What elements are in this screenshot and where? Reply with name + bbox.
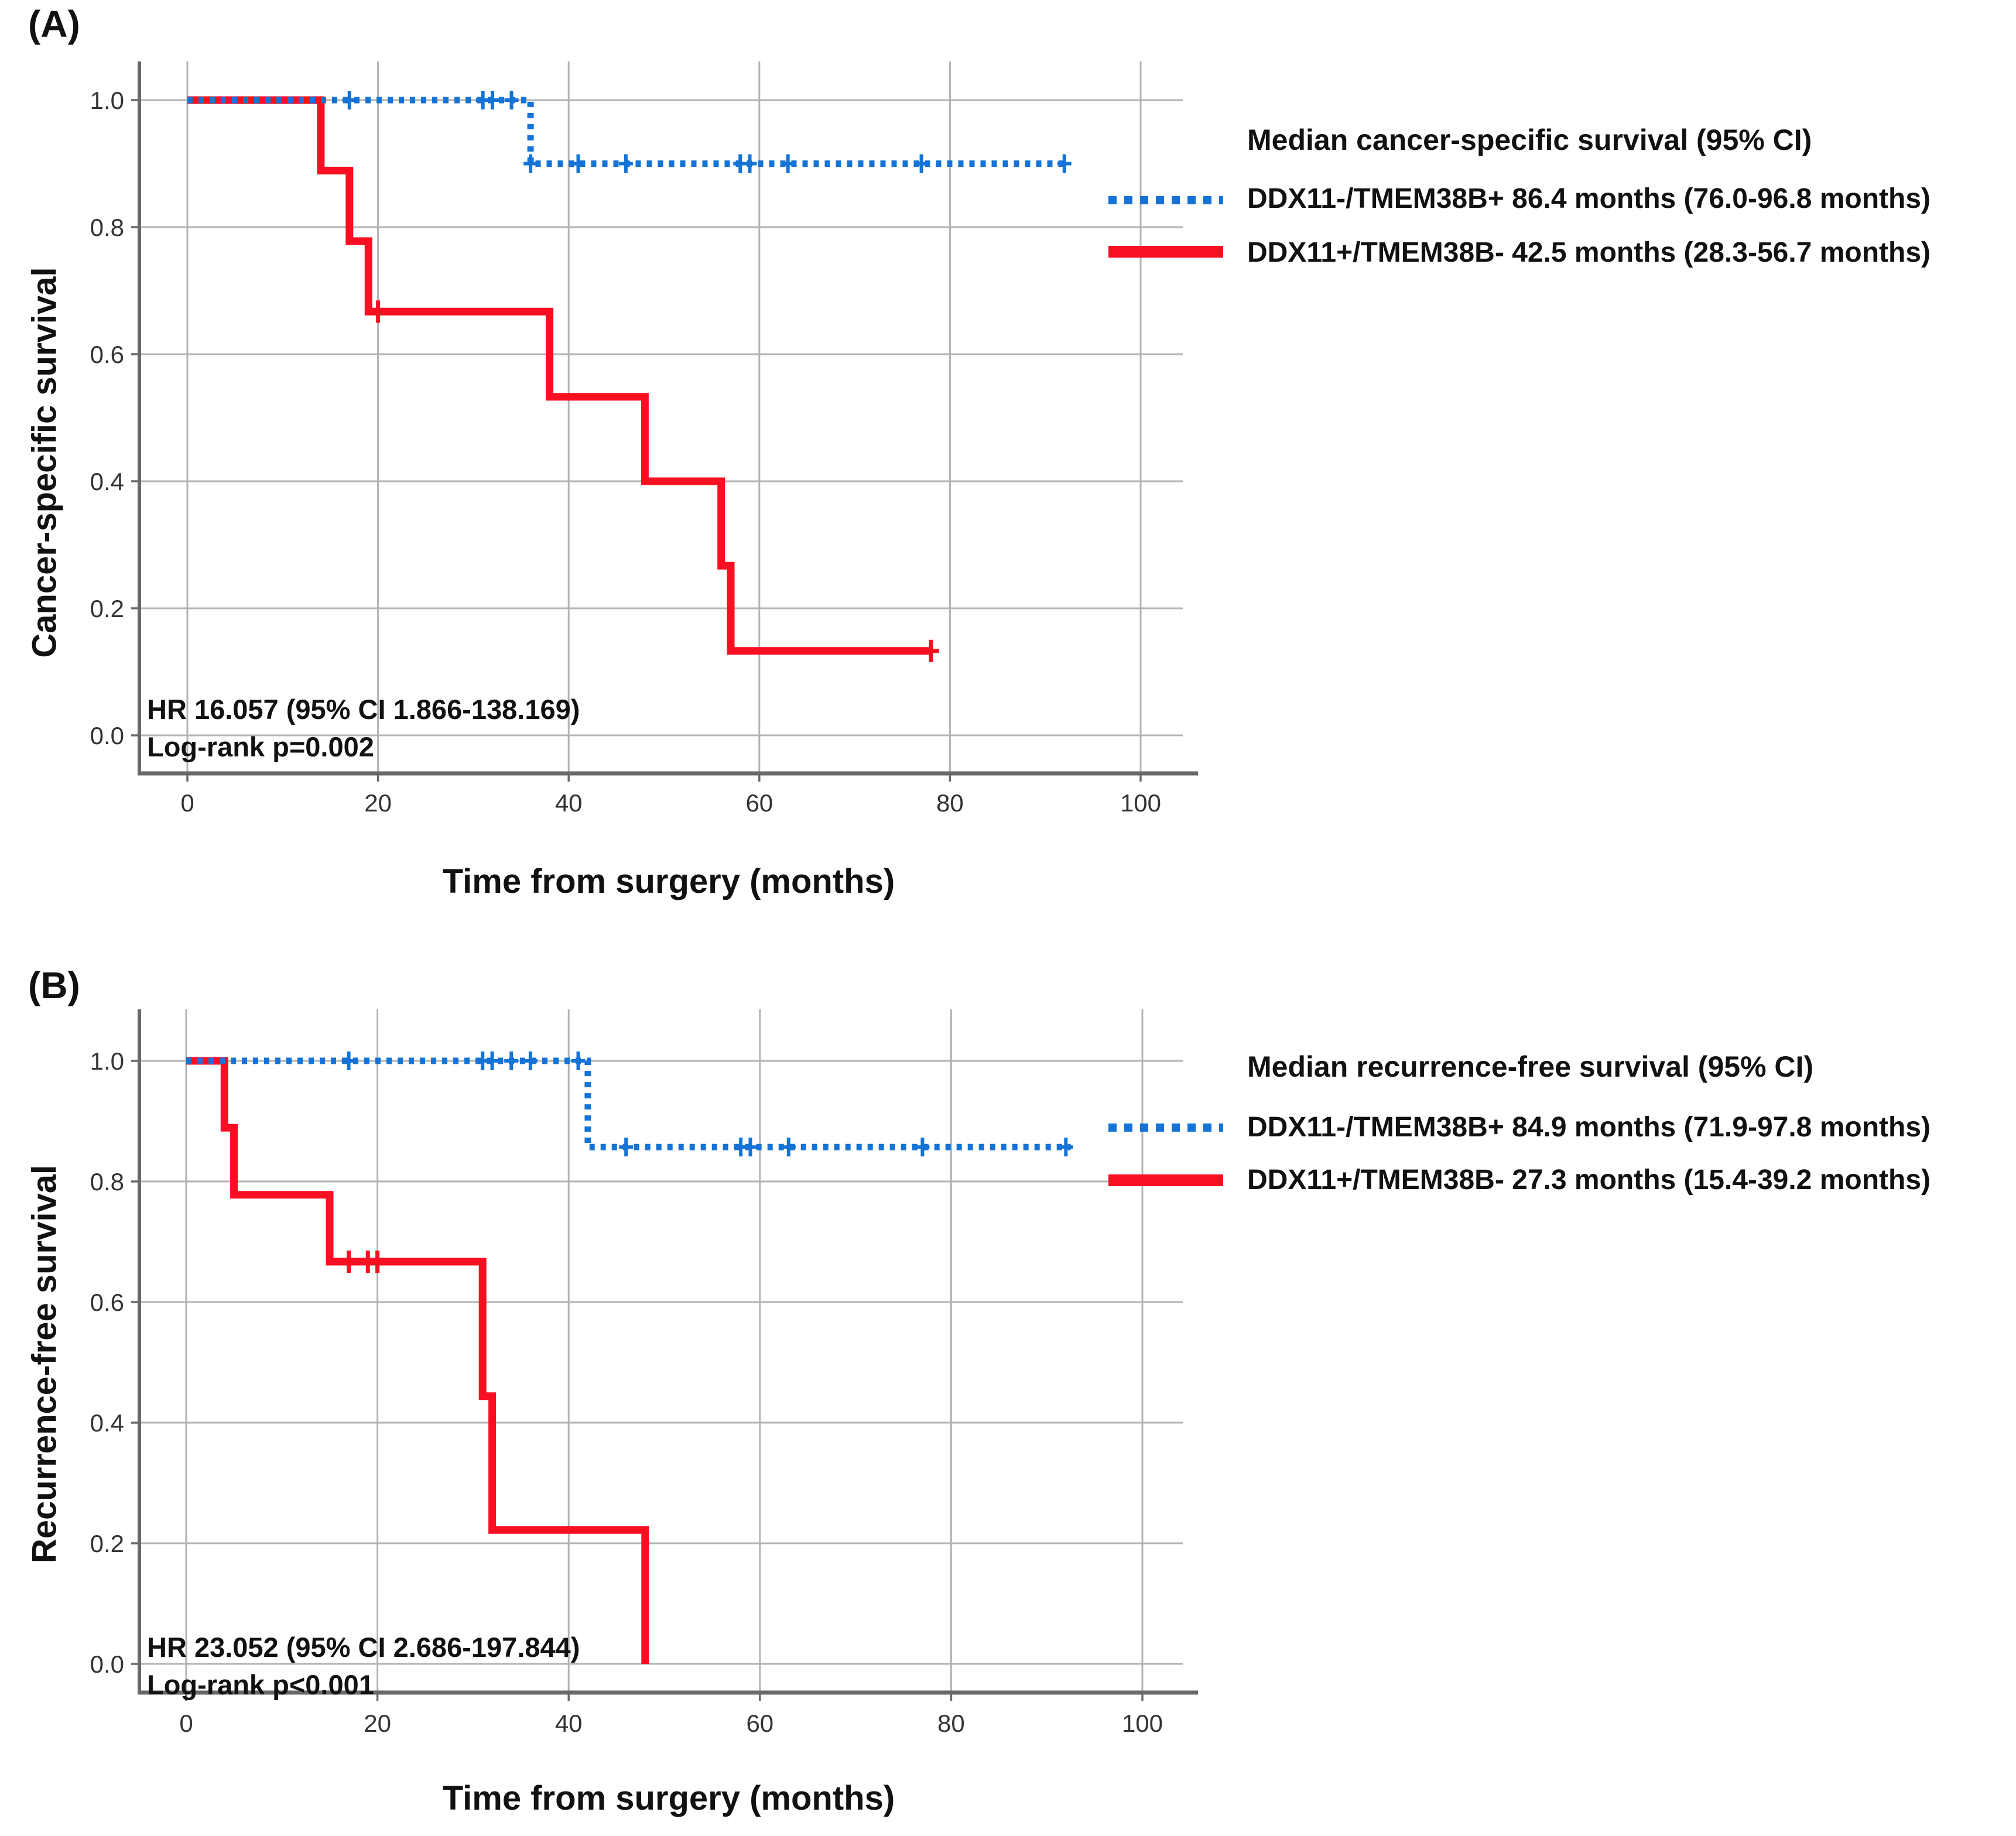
- panel-a-annotation: HR 16.057 (95% CI 1.866-138.169) Log-ran…: [147, 691, 580, 766]
- censor-mark: [485, 91, 499, 109]
- panel-a-logrank-text: Log-rank p=0.002: [147, 731, 374, 762]
- censor-mark: [369, 1250, 386, 1273]
- legend-b-swatch-dotted: [1108, 1123, 1223, 1132]
- panel-b-gridlines: [139, 1009, 1183, 1693]
- panel-a-y-tick-0.0: 0.0: [90, 722, 124, 749]
- panel-a-y-tick-0.2: 0.2: [90, 595, 124, 622]
- panel-b-x-tick-80: 80: [937, 1710, 965, 1737]
- censor-mark: [571, 1051, 586, 1070]
- panel-b-x-axis-title: Time from surgery (months): [442, 1779, 895, 1817]
- panel-b-x-tick-60: 60: [746, 1710, 773, 1737]
- panel-b-y-tick-0.4: 0.4: [90, 1409, 124, 1437]
- panel-b-y-tick-1.0: 1.0: [90, 1047, 124, 1075]
- panel-a-label: (A): [28, 3, 80, 45]
- censor-mark: [781, 154, 795, 173]
- panel-a-series-positive: [187, 91, 1072, 173]
- panel-b-tick-labels: 0 20 40 60 80 100 0.0 0.2 0.4 0.6 0.8 1.0: [90, 1047, 1163, 1737]
- panel-a-y-tick-0.8: 0.8: [90, 214, 124, 241]
- panel-b-y-tick-0.6: 0.6: [90, 1289, 124, 1316]
- legend-a-swatch-solid: [1108, 246, 1223, 258]
- panel-a-y-tick-0.4: 0.4: [90, 468, 124, 495]
- legend-b-entry-positive-label: DDX11-/TMEM38B+ 84.9 months (71.9-97.8 m…: [1247, 1112, 1931, 1143]
- censor-mark: [914, 154, 929, 173]
- censor-mark: [341, 1051, 356, 1070]
- panel-b-logrank-text: Log-rank p<0.001: [147, 1669, 374, 1700]
- panel-a-tick-labels: 0 20 40 60 80 100 0.0 0.2 0.4 0.6 0.8 1.0: [90, 87, 1161, 817]
- legend-a-title: Median cancer-specific survival (95% CI): [1247, 124, 1812, 156]
- censor-mark: [1057, 154, 1072, 173]
- censor-mark: [504, 91, 519, 109]
- panel-a-y-tick-0.6: 0.6: [90, 341, 124, 368]
- panel-b-hr-text: HR 23.052 (95% CI 2.686-197.844): [147, 1632, 580, 1663]
- panel-a-gridlines: [139, 61, 1183, 773]
- censor-mark: [485, 1051, 499, 1070]
- censor-mark: [915, 1138, 930, 1157]
- legend-b-entry-negative-label: DDX11+/TMEM38B- 27.3 months (15.4-39.2 m…: [1247, 1164, 1931, 1196]
- censor-mark: [742, 154, 757, 173]
- censor-mark: [618, 154, 633, 173]
- censor-mark: [523, 1051, 538, 1070]
- legend-b-swatch-solid: [1108, 1174, 1223, 1186]
- censor-mark: [342, 91, 357, 109]
- panel-b-y-axis-title: Recurrence-free survival: [25, 1164, 64, 1564]
- censor-mark: [340, 1250, 357, 1273]
- censor-mark: [504, 1051, 519, 1070]
- censor-mark: [571, 154, 586, 173]
- panel-a-y-axis-title: Cancer-specific survival: [25, 267, 64, 658]
- panel-b-y-tick-0.2: 0.2: [90, 1530, 124, 1557]
- panel-a-x-tick-100: 100: [1120, 789, 1161, 817]
- legend-a-entry-positive-label: DDX11-/TMEM38B+ 86.4 months (76.0-96.8 m…: [1247, 183, 1931, 214]
- panel-b-y-tick-0.0: 0.0: [90, 1650, 124, 1678]
- panel-b-y-tick-0.8: 0.8: [90, 1168, 124, 1196]
- panel-b-series-negative: [186, 1057, 649, 1664]
- censor-mark: [523, 154, 538, 173]
- legend-b-title: Median recurrence-free survival (95% CI): [1247, 1050, 1814, 1083]
- censor-mark: [781, 1138, 796, 1157]
- panel-a-x-tick-80: 80: [936, 789, 964, 817]
- panel-b-plot: 0 20 40 60 80 100 0.0 0.2 0.4 0.6 0.8 1.0: [90, 1009, 1198, 1737]
- panel-b-series-positive: [186, 1051, 1073, 1157]
- panel-b-x-tick-40: 40: [555, 1710, 583, 1737]
- panel-b-x-tick-100: 100: [1122, 1710, 1163, 1737]
- censor-mark: [743, 1138, 758, 1157]
- panel-a-x-tick-60: 60: [745, 789, 773, 817]
- panel-a-plot: 0 20 40 60 80 100 0.0 0.2 0.4 0.6 0.8 1.0: [90, 61, 1198, 817]
- censor-mark: [1059, 1138, 1073, 1157]
- panel-b-label: (B): [28, 964, 80, 1006]
- panel-b-axes: [131, 1009, 1198, 1701]
- censor-mark: [619, 1138, 634, 1157]
- panel-a-axes: [131, 61, 1198, 782]
- panel-a-x-tick-40: 40: [555, 789, 583, 817]
- censor-mark: [922, 639, 939, 662]
- panel-b-x-tick-20: 20: [364, 1710, 391, 1737]
- censor-mark: [369, 300, 386, 323]
- legend-a-entry-negative-label: DDX11+/TMEM38B- 42.5 months (28.3-56.7 m…: [1247, 237, 1931, 268]
- panel-a-y-tick-1.0: 1.0: [90, 87, 124, 114]
- panel-a-hr-text: HR 16.057 (95% CI 1.866-138.169): [147, 694, 580, 725]
- legend-a-swatch-dotted: [1108, 196, 1223, 204]
- panel-a-series-negative: [187, 96, 939, 662]
- panel-a-x-tick-20: 20: [364, 789, 392, 817]
- panel-b-annotation: HR 23.052 (95% CI 2.686-197.844) Log-ran…: [147, 1629, 580, 1704]
- panel-a-x-axis-title: Time from surgery (months): [442, 862, 895, 900]
- panel-b-x-tick-0: 0: [179, 1710, 193, 1737]
- panel-a-x-tick-0: 0: [180, 789, 194, 817]
